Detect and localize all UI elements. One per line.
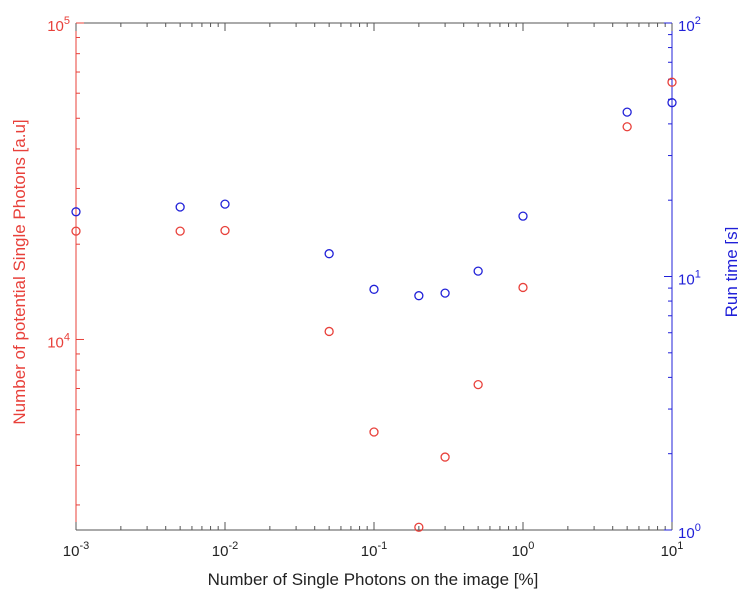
y-right-tick-label: 100	[678, 522, 701, 542]
potential-photons-point	[414, 522, 424, 532]
y-right-axis-ticks: 100 101 102	[664, 15, 701, 542]
run-time-point	[622, 107, 632, 117]
x-axis-ticks: 10-3 10-2 10-1 100 101	[63, 23, 684, 560]
run-time-point	[473, 266, 483, 276]
run-time-point	[324, 249, 334, 259]
run-time-point	[71, 207, 81, 217]
data-points	[71, 77, 677, 532]
y-right-tick-label: 102	[678, 15, 701, 35]
potential-photons-point	[518, 282, 528, 293]
plot-frame	[75, 22, 673, 531]
x-tick-label: 10-3	[63, 540, 89, 560]
x-tick-label: 101	[661, 540, 684, 560]
run-time-point	[667, 98, 677, 108]
potential-photons-point	[71, 226, 81, 236]
x-axis-title: Number of Single Photons on the image [%…	[208, 570, 539, 589]
x-tick-label: 10-2	[212, 540, 238, 560]
x-tick-label: 100	[512, 540, 535, 560]
run-time-point	[518, 211, 528, 221]
x-tick-label: 10-1	[361, 540, 387, 560]
run-time-point	[414, 291, 424, 301]
potential-photons-point	[622, 122, 632, 132]
potential-photons-point	[324, 326, 334, 337]
potential-photons-point	[473, 379, 483, 390]
run-time-point	[220, 199, 230, 209]
run-time-point	[175, 202, 185, 212]
y-left-tick-label: 105	[47, 15, 70, 35]
potential-photons-point	[369, 427, 379, 437]
y-right-tick-label: 101	[678, 269, 701, 289]
y-left-axis-ticks: 104 105	[47, 15, 84, 506]
potential-photons-point	[667, 77, 677, 87]
potential-photons-point	[175, 226, 185, 236]
potential-photons-point	[440, 452, 450, 462]
potential-photons-point	[220, 225, 230, 236]
y-left-tick-label: 104	[47, 331, 70, 351]
y-right-axis-title: Run time [s]	[722, 227, 738, 318]
run-time-point	[369, 284, 379, 294]
y-left-axis-title: Number of potential Single Photons [a.u]	[10, 119, 29, 424]
run-time-point	[440, 288, 450, 298]
